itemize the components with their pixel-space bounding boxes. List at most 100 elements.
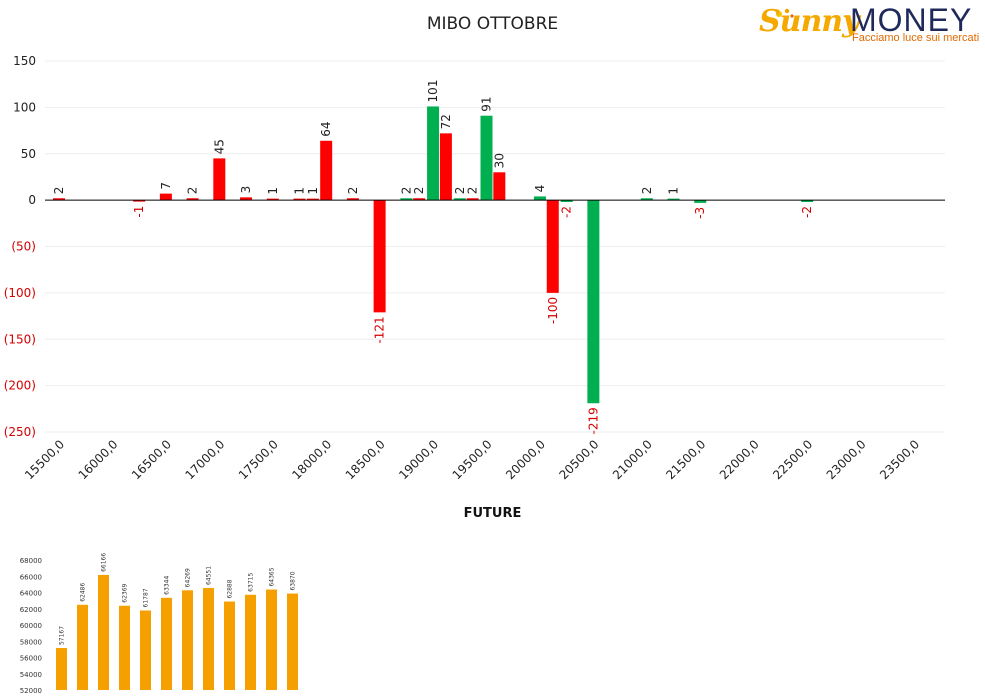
bar: [346, 198, 359, 201]
future-y-tick-label: 58000: [20, 638, 42, 646]
bar: [159, 193, 172, 201]
data-label: -1: [132, 206, 146, 218]
future-bar-chart: 68000 66000 64000 62000 60000 58000 56000 54000…: [20, 553, 298, 695]
data-label: 64: [319, 121, 333, 136]
data-label: 4: [533, 185, 547, 193]
bar: [453, 198, 466, 201]
future-data-label: 63715: [248, 573, 255, 592]
bar: [694, 200, 707, 203]
data-label: 2: [453, 187, 467, 195]
future-y-tick-label: 54000: [20, 671, 42, 679]
bar: [640, 198, 653, 201]
x-tick-label: 22500,0: [770, 437, 815, 482]
future-y-tick-label: 66000: [20, 573, 42, 581]
future-bar: [224, 601, 235, 690]
data-label: -2: [560, 206, 574, 218]
y-tick-label: (200): [4, 379, 36, 393]
x-tick-label: 21500,0: [663, 437, 708, 482]
bar: [320, 140, 333, 201]
bar: [439, 133, 452, 201]
y-tick-label: (250): [4, 425, 36, 439]
data-label: 1: [306, 187, 320, 195]
bar: [213, 158, 226, 201]
future-data-label: 62486: [80, 583, 87, 602]
future-data-label: 66166: [101, 553, 108, 572]
data-label: 101: [426, 80, 440, 103]
y-tick-label: 0: [28, 193, 36, 207]
x-tick-label: 16500,0: [129, 437, 174, 482]
data-label: -100: [546, 297, 560, 324]
data-label: 2: [399, 187, 413, 195]
bar: [480, 115, 493, 201]
bar: [466, 198, 479, 201]
bar: [186, 198, 199, 201]
sun-icon: [776, 8, 794, 18]
bar: [533, 196, 546, 201]
future-bar: [56, 648, 67, 690]
data-label: 2: [346, 187, 360, 195]
bar: [133, 200, 146, 202]
future-bar: [266, 589, 277, 690]
bar: [560, 200, 573, 202]
future-bar: [287, 593, 298, 690]
future-bar: [77, 604, 88, 690]
future-data-label: 64269: [185, 568, 192, 587]
data-label: -2: [800, 206, 814, 218]
future-data-label: 63344: [164, 576, 171, 595]
future-bar: [203, 588, 214, 690]
chart-title: MIBO OTTOBRE: [426, 14, 559, 34]
future-chart-title: FUTURE: [463, 506, 522, 521]
bar: [587, 200, 600, 404]
future-bar: [245, 594, 256, 690]
future-y-tick-label: 56000: [20, 655, 42, 663]
data-label: 1: [266, 187, 280, 195]
bar: [53, 198, 65, 201]
bar: [240, 197, 253, 201]
future-bar: [182, 590, 193, 690]
bar: [493, 172, 506, 201]
x-tick-label: 17000,0: [182, 437, 227, 482]
data-label: 91: [480, 96, 494, 111]
data-label: 3: [239, 186, 253, 194]
logo-tagline: Facciamo luce sui mercati: [852, 32, 980, 44]
x-tick-label: 17500,0: [236, 437, 281, 482]
bar: [400, 198, 413, 201]
data-label: 2: [412, 187, 426, 195]
data-label: 1: [667, 187, 681, 195]
y-tick-label: 100: [13, 100, 36, 114]
data-label: 72: [439, 114, 453, 129]
future-y-tick-label: 62000: [20, 606, 42, 614]
sunny-money-logo: Sunny MONEY Facciamo luce sui mercati: [757, 2, 982, 48]
future-bar: [119, 605, 130, 690]
future-data-label: 62888: [227, 579, 234, 598]
x-tick-label: 16000,0: [76, 437, 121, 482]
y-tick-label: (100): [4, 286, 36, 300]
bar: [667, 198, 680, 201]
future-y-tick-label: 52000: [20, 687, 42, 695]
future-bar: [98, 574, 109, 690]
data-label: 2: [186, 187, 200, 195]
data-label: -3: [693, 207, 707, 219]
future-y-tick-label: 68000: [20, 557, 42, 565]
future-bar: [140, 610, 151, 690]
x-tick-label: 21000,0: [610, 437, 655, 482]
bar: [801, 200, 814, 202]
data-label: -121: [373, 316, 387, 343]
data-label: 2: [52, 187, 66, 195]
data-label: 2: [640, 187, 654, 195]
x-tick-label: 23000,0: [824, 437, 869, 482]
future-data-label: 63870: [290, 571, 297, 590]
x-tick-label: 20500,0: [557, 437, 602, 482]
data-label: 30: [492, 153, 506, 168]
data-label: -219: [586, 407, 600, 434]
future-y-tick-label: 60000: [20, 622, 42, 630]
future-data-label: 64365: [269, 567, 276, 586]
y-tick-label: (50): [11, 240, 36, 254]
data-label: 1: [292, 187, 306, 195]
x-tick-label: 22000,0: [717, 437, 762, 482]
bar: [306, 198, 319, 201]
future-data-label: 61787: [143, 588, 150, 607]
bar: [266, 198, 279, 201]
logo-brand-left: Sunny: [759, 4, 860, 39]
x-tick-label: 20000,0: [503, 437, 548, 482]
